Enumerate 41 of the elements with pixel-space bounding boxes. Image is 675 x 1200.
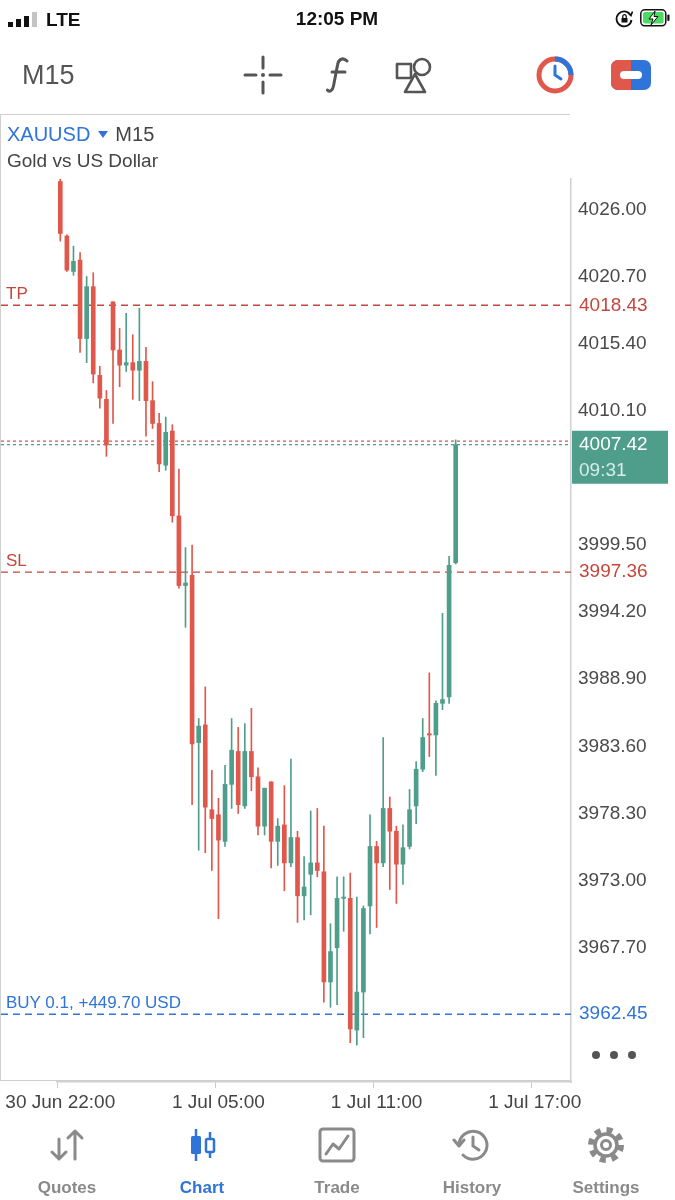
text: Trade: [314, 1178, 360, 1197]
text: 3962.45: [579, 1002, 648, 1024]
candlestick: [196, 718, 202, 851]
candlestick: [426, 672, 432, 757]
y-tick-label: 4015.40: [578, 331, 647, 353]
text: Settings: [572, 1178, 640, 1197]
text: Chart: [179, 1178, 225, 1197]
candlestick: [123, 312, 129, 372]
ref-line-label: SL: [6, 551, 27, 571]
text: 09:31: [579, 458, 627, 480]
y-tick-label: 4010.10: [578, 399, 647, 420]
text: History: [442, 1178, 502, 1197]
text: M15: [22, 60, 75, 90]
x-tick-label: 30 Jun 22:00: [5, 1090, 116, 1112]
x-tick-label: 1 Jul 11:00: [330, 1090, 423, 1112]
y-tick-label: 3999.50: [578, 533, 647, 555]
y-tick-label: 3983.60: [578, 734, 647, 756]
text: M15: [115, 123, 155, 145]
text: 12:05 PM: [295, 8, 379, 29]
y-tick-label: 3988.90: [578, 667, 647, 689]
candlestick: [130, 334, 136, 400]
text: LTE: [46, 9, 81, 30]
y-tick-label: 3978.30: [578, 801, 647, 823]
y-tick-label: 4026.00: [578, 197, 647, 219]
text: 3997.36: [579, 560, 648, 582]
x-tick-label: 1 Jul 05:00: [171, 1090, 265, 1112]
y-tick-label: 4020.70: [578, 264, 647, 286]
text: 4018.43: [579, 293, 648, 315]
candlestick: [209, 770, 215, 871]
candlestick: [308, 810, 314, 916]
candlestick: [314, 808, 320, 878]
text: Quotes: [37, 1178, 97, 1197]
y-tick-label: 3967.70: [578, 935, 647, 957]
ref-line-label: TP: [6, 284, 28, 304]
y-tick-label: 3994.20: [578, 600, 647, 622]
chart-title: XAUUSD: [7, 123, 91, 145]
y-tick-label: 3973.00: [578, 868, 647, 890]
x-tick-label: 1 Jul 17:00: [488, 1090, 582, 1112]
chart-subtitle: Gold vs US Dollar: [7, 150, 158, 171]
ref-line-label: BUY 0.1, +449.70 USD: [6, 993, 181, 1013]
text: 4007.42: [579, 432, 648, 454]
